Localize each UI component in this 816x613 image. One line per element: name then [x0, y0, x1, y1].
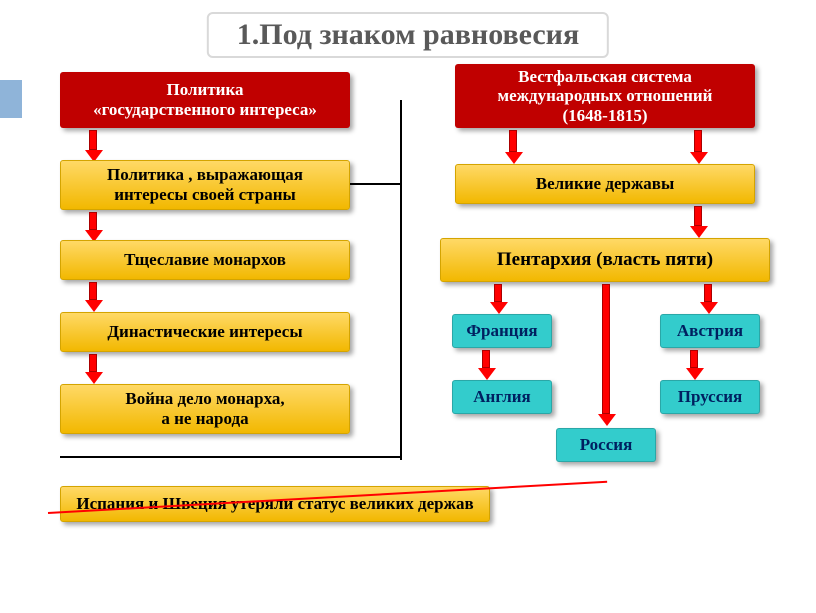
arrow-icon	[85, 282, 101, 310]
left-box-3: Династические интересы	[60, 312, 350, 352]
arrow-icon	[490, 284, 506, 312]
country-russia: Россия	[556, 428, 656, 462]
right-box-1: Великие державы	[455, 164, 755, 204]
country-england: Англия	[452, 380, 552, 414]
arrow-icon	[700, 284, 716, 312]
country-france: Франция	[452, 314, 552, 348]
arrow-icon	[505, 130, 521, 162]
side-accent	[0, 80, 22, 118]
title-frame: 1.Под знаком равновесия	[207, 12, 609, 58]
country-austria: Австрия	[660, 314, 760, 348]
arrow-icon	[686, 350, 702, 378]
arrow-icon	[85, 212, 101, 240]
left-box-1: Политика , выражающаяинтересы своей стра…	[60, 160, 350, 210]
arrow-icon	[85, 130, 101, 160]
connector-line	[350, 183, 400, 185]
arrow-icon	[690, 130, 706, 162]
left-box-4: Война дело монарха,а не народа	[60, 384, 350, 434]
left-box-2: Тщеславие монархов	[60, 240, 350, 280]
arrow-icon	[690, 206, 706, 236]
divider-vertical	[400, 100, 402, 460]
arrow-icon	[85, 354, 101, 382]
left-header: Политика«государственного интереса»	[60, 72, 350, 128]
arrow-icon	[478, 350, 494, 378]
divider-horizontal	[60, 456, 400, 458]
page-title: 1.Под знаком равновесия	[237, 18, 579, 52]
arrow-icon	[598, 284, 614, 424]
right-box-2: Пентархия (власть пяти)	[440, 238, 770, 282]
right-header: Вестфальская системамеждународных отноше…	[455, 64, 755, 128]
country-prussia: Пруссия	[660, 380, 760, 414]
